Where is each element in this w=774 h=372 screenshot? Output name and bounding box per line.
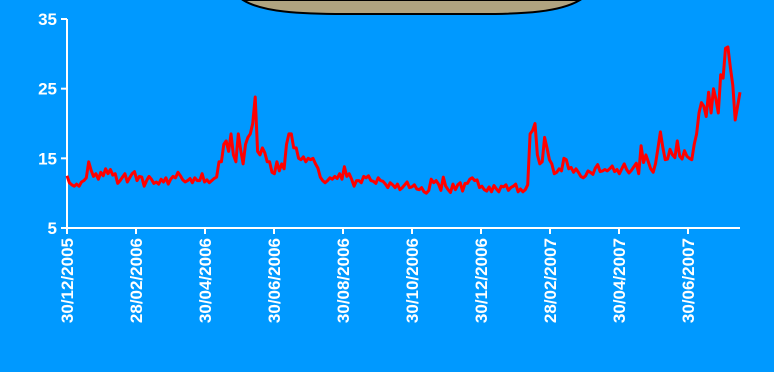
top-banner-shape: [241, 0, 582, 15]
x-tick-label: 30/12/2005: [58, 238, 77, 323]
x-tick-label: 30/12/2006: [472, 238, 491, 323]
y-tick-label: 5: [48, 219, 57, 238]
y-tick-label: 25: [38, 80, 57, 99]
x-tick-label: 28/02/2006: [127, 238, 146, 323]
x-tick-label: 28/02/2007: [541, 238, 560, 323]
y-tick-label: 35: [38, 10, 57, 29]
x-tick-label: 30/06/2007: [679, 238, 698, 323]
x-tick-label: 30/06/2006: [265, 238, 284, 323]
x-tick-label: 30/10/2006: [403, 238, 422, 323]
series-line: [65, 45, 742, 195]
y-tick-label: 15: [38, 149, 57, 168]
x-tick-label: 30/08/2006: [334, 238, 353, 323]
x-tick-label: 30/04/2006: [196, 238, 215, 323]
x-tick-label: 30/04/2007: [610, 238, 629, 323]
series-layer: [65, 45, 742, 195]
y-axis: 5 15 25 35: [38, 10, 68, 238]
x-axis: 30/12/2005 28/02/2006 30/04/2006 30/06/2006…: [58, 227, 740, 323]
